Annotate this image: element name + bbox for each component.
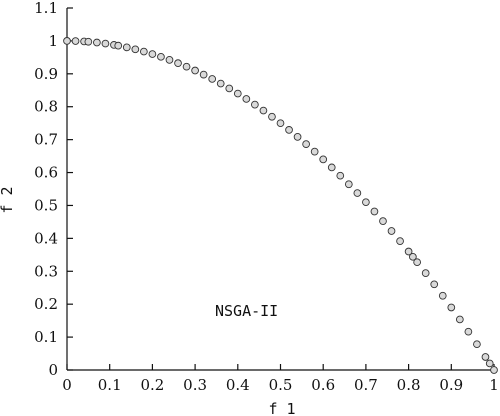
data-point: [122, 43, 131, 52]
data-point: [319, 155, 328, 164]
data-point: [336, 171, 345, 180]
data-point: [285, 126, 293, 134]
data-point: [165, 56, 174, 64]
data-point: [268, 112, 276, 121]
x-tick-label: 0.9: [439, 376, 463, 394]
x-axis-title: f 1: [268, 400, 295, 416]
data-point: [353, 189, 362, 197]
data-point: [216, 79, 225, 88]
data-point: [302, 140, 310, 148]
x-tick-label: 0.8: [397, 376, 421, 394]
y-tick-label: 0.5: [34, 196, 58, 214]
y-tick-label: 0.9: [34, 65, 58, 83]
data-point: [485, 359, 494, 368]
x-tick-label: 0: [62, 376, 72, 394]
x-tick-label: 1: [489, 376, 499, 394]
data-point: [404, 247, 413, 256]
data-point: [233, 89, 242, 98]
x-axis-ticks: 0 0.1 0.2 0.3 0.4 0.5 0.6 0.7 0.8 0.9 1: [62, 364, 499, 394]
y-tick-label: 0.7: [34, 131, 58, 149]
y-tick-label: 0.6: [34, 164, 58, 182]
data-point: [430, 280, 439, 289]
data-point: [101, 39, 110, 48]
data-point: [421, 269, 430, 277]
data-point: [199, 70, 208, 79]
data-point: [208, 75, 217, 83]
x-tick-label: 0.3: [183, 376, 207, 394]
data-point: [148, 50, 157, 58]
data-point: [71, 37, 80, 45]
y-tick-label: 0.4: [34, 229, 58, 247]
data-point: [379, 217, 387, 225]
y-tick-label: 0.1: [34, 328, 58, 346]
data-point: [259, 106, 268, 115]
x-tick-label: 0.4: [226, 376, 250, 394]
data-point: [344, 180, 353, 189]
y-axis-title: f 2: [0, 186, 16, 213]
y-tick-label: 0: [48, 361, 58, 379]
data-point: [114, 41, 123, 50]
y-tick-label: 0.2: [34, 295, 58, 313]
data-point: [387, 227, 396, 235]
algorithm-label: NSGA-II: [215, 302, 278, 320]
data-point: [464, 327, 473, 336]
data-point: [481, 353, 490, 361]
x-tick-label: 0.6: [311, 376, 335, 394]
data-point: [396, 237, 404, 245]
data-point: [370, 207, 379, 216]
data-point: [131, 45, 140, 54]
data-points: [63, 37, 498, 374]
data-point: [84, 37, 93, 46]
data-point: [63, 37, 71, 45]
data-point: [276, 119, 285, 128]
x-tick-label: 0.7: [354, 376, 378, 394]
data-point: [174, 59, 182, 68]
x-tick-label: 0.2: [140, 376, 164, 394]
data-point: [327, 163, 336, 172]
data-point: [93, 38, 101, 47]
data-point: [409, 252, 417, 261]
data-point: [310, 147, 319, 156]
y-tick-label: 1: [48, 32, 58, 50]
data-point: [438, 291, 447, 300]
data-point: [251, 100, 259, 109]
data-point: [157, 52, 165, 61]
x-tick-label: 0.5: [269, 376, 293, 394]
y-tick-label: 1.1: [34, 0, 58, 17]
data-point: [473, 340, 481, 349]
data-point: [225, 84, 234, 93]
data-point: [182, 62, 191, 71]
y-axis-ticks: 0 0.1 0.2 0.3 0.4 0.5 0.6 0.7 0.8 0.9 1 1.1: [34, 0, 73, 379]
data-point: [413, 258, 421, 267]
data-point: [447, 303, 456, 312]
data-point: [490, 366, 498, 374]
data-point: [455, 315, 464, 324]
y-tick-label: 0.3: [34, 262, 58, 280]
y-tick-label: 0.8: [34, 98, 58, 116]
data-point: [293, 133, 302, 141]
data-point: [140, 47, 148, 56]
x-tick-label: 0.1: [98, 376, 122, 394]
data-point: [362, 198, 370, 207]
data-point: [242, 95, 251, 103]
data-point: [191, 66, 199, 75]
